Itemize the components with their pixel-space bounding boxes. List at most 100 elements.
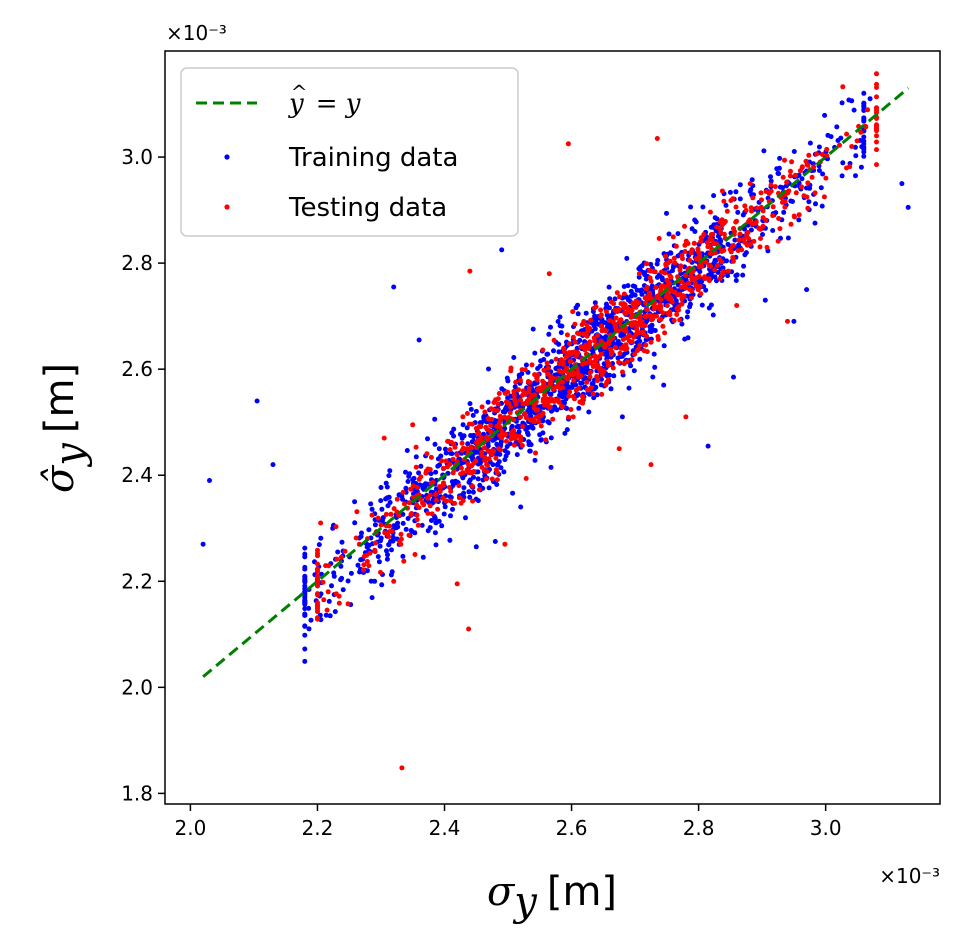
data-point bbox=[651, 351, 657, 357]
data-point bbox=[775, 238, 781, 244]
data-point bbox=[497, 413, 503, 419]
data-point bbox=[652, 364, 658, 370]
x-tick-label: 2.0 bbox=[175, 816, 207, 840]
data-point bbox=[824, 146, 830, 152]
y-tick-label: 2.4 bbox=[121, 463, 153, 487]
data-point bbox=[635, 346, 641, 352]
data-point bbox=[372, 522, 378, 528]
data-point bbox=[364, 559, 370, 564]
data-point bbox=[418, 474, 424, 480]
data-point bbox=[540, 430, 546, 436]
data-point bbox=[584, 322, 590, 328]
data-point bbox=[676, 304, 682, 310]
data-point bbox=[564, 332, 570, 338]
data-point bbox=[629, 307, 635, 313]
data-point bbox=[505, 395, 511, 401]
data-point bbox=[514, 452, 520, 458]
data-point bbox=[414, 517, 420, 523]
data-point bbox=[352, 499, 358, 505]
data-point bbox=[733, 273, 739, 279]
data-point bbox=[813, 201, 818, 207]
data-point bbox=[598, 323, 604, 329]
data-point bbox=[550, 416, 556, 422]
data-point bbox=[730, 255, 736, 260]
data-point bbox=[478, 424, 484, 430]
data-point bbox=[819, 203, 825, 209]
data-point bbox=[529, 362, 535, 368]
data-point-outlier bbox=[416, 337, 422, 343]
data-point bbox=[660, 310, 666, 316]
data-point bbox=[503, 399, 509, 405]
data-point bbox=[566, 341, 572, 347]
data-point bbox=[394, 496, 400, 502]
data-point bbox=[708, 269, 714, 275]
data-point bbox=[471, 461, 477, 466]
data-point bbox=[385, 552, 390, 558]
data-point bbox=[498, 465, 504, 471]
data-point bbox=[784, 179, 790, 185]
data-point bbox=[534, 414, 539, 420]
data-point bbox=[386, 534, 392, 540]
data-point bbox=[590, 391, 596, 397]
data-point bbox=[708, 237, 714, 243]
data-point bbox=[701, 284, 707, 289]
data-point bbox=[470, 412, 476, 418]
data-point bbox=[748, 187, 754, 193]
data-point bbox=[503, 453, 509, 459]
data-point bbox=[469, 421, 475, 427]
data-point bbox=[486, 456, 492, 462]
data-point bbox=[613, 344, 618, 350]
data-point bbox=[708, 263, 714, 269]
data-point-outlier bbox=[321, 597, 327, 603]
data-point bbox=[594, 392, 600, 398]
data-point bbox=[551, 385, 557, 391]
data-point bbox=[669, 299, 675, 305]
data-point bbox=[614, 290, 620, 296]
data-point bbox=[811, 164, 817, 170]
data-point bbox=[511, 442, 517, 448]
data-point bbox=[874, 71, 879, 77]
data-point bbox=[592, 353, 598, 359]
data-point bbox=[645, 296, 651, 302]
data-point bbox=[474, 449, 480, 455]
data-point-outlier bbox=[661, 382, 667, 388]
data-point bbox=[576, 405, 582, 411]
data-point bbox=[457, 495, 463, 501]
data-point bbox=[721, 198, 727, 204]
data-point bbox=[648, 261, 654, 267]
data-point bbox=[395, 524, 401, 530]
data-point bbox=[588, 385, 594, 391]
data-point bbox=[468, 406, 474, 412]
data-point bbox=[732, 237, 738, 243]
data-point bbox=[546, 331, 552, 337]
data-point bbox=[398, 531, 404, 537]
data-point bbox=[543, 437, 549, 443]
data-point bbox=[725, 268, 731, 274]
data-point bbox=[733, 278, 739, 283]
data-point bbox=[518, 434, 524, 440]
data-point bbox=[668, 287, 674, 293]
data-point bbox=[452, 444, 458, 450]
data-point bbox=[570, 372, 576, 378]
data-point bbox=[384, 484, 390, 490]
y-offset-label: ×10⁻³ bbox=[166, 21, 227, 45]
data-point bbox=[507, 441, 513, 447]
data-point bbox=[566, 393, 572, 399]
data-point bbox=[302, 632, 308, 638]
data-point bbox=[454, 452, 460, 458]
data-point bbox=[415, 522, 421, 528]
data-point bbox=[508, 368, 514, 374]
data-point bbox=[625, 283, 631, 289]
data-point bbox=[489, 448, 495, 454]
data-point bbox=[489, 476, 495, 482]
data-point bbox=[315, 561, 320, 567]
data-point bbox=[606, 361, 612, 367]
data-point bbox=[620, 369, 625, 375]
data-point bbox=[604, 373, 610, 379]
data-point bbox=[433, 542, 439, 548]
data-point bbox=[679, 279, 685, 285]
data-point bbox=[366, 563, 372, 569]
data-point bbox=[488, 429, 494, 435]
data-point-outlier bbox=[327, 613, 333, 619]
data-point bbox=[620, 337, 626, 342]
